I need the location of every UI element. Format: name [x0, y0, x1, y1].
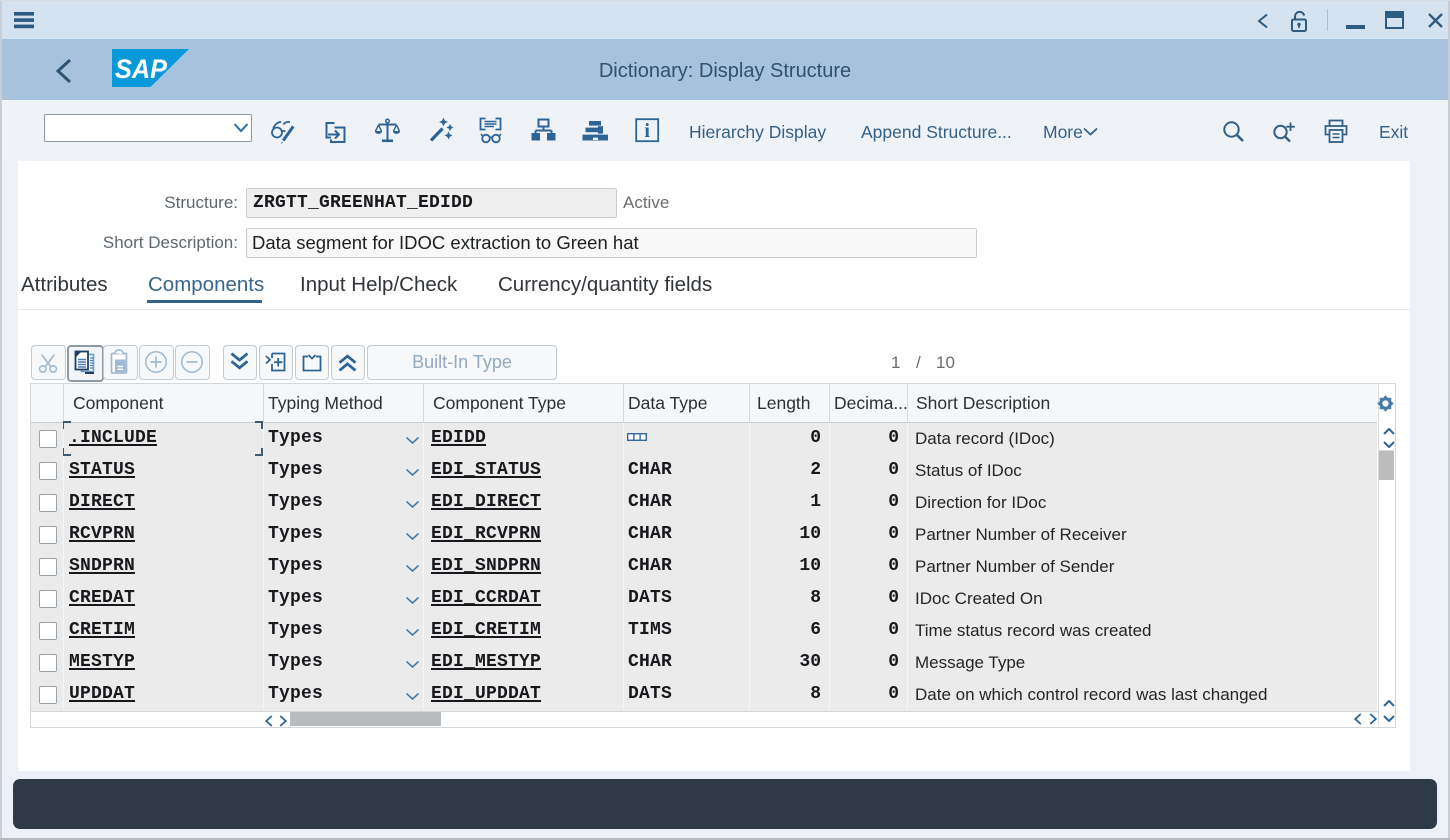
svg-text:i: i [644, 120, 650, 142]
svg-text:SAP: SAP [115, 54, 168, 84]
